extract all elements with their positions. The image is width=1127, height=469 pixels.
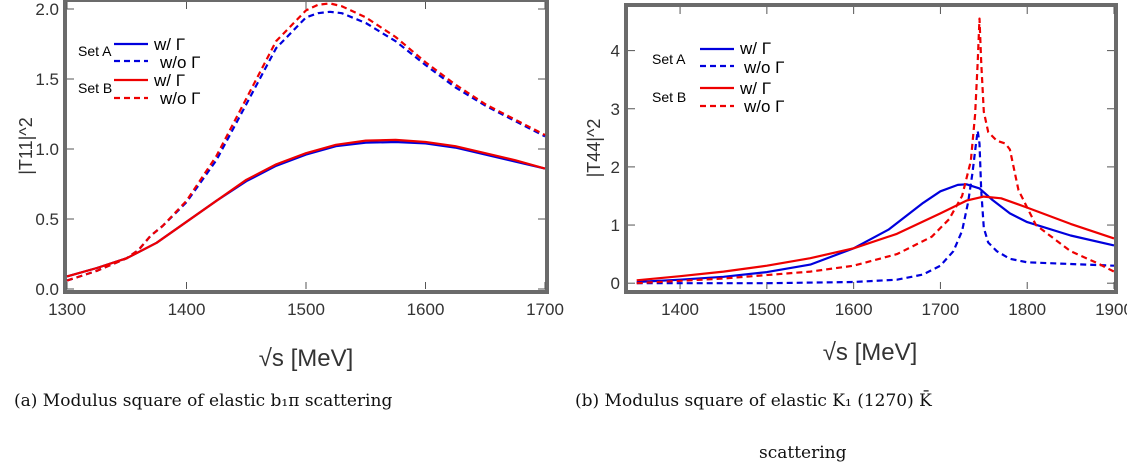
- y-tick-label: 3: [611, 100, 620, 119]
- legend-b-set-a-entry-2: w/o Γ: [743, 58, 785, 77]
- legend-b-set-b-label: Set B: [652, 89, 686, 105]
- y-tick-label: 1.5: [35, 70, 59, 89]
- legend-a-set-a-label: Set A: [78, 43, 112, 59]
- y-tick-label: 0.5: [35, 210, 59, 229]
- legend-a-set-a-entry-1: w/ Γ: [153, 35, 185, 54]
- panel-b-frame: [624, 3, 1118, 294]
- y-tick-label: 2: [611, 158, 620, 177]
- series-line-a-1: [66, 10, 546, 282]
- x-tick-label: 1300: [48, 300, 86, 319]
- panel-a-legend: Set A w/ Γ w/o Γ Set B w/ Γ w/o Γ: [78, 35, 201, 108]
- x-tick-label: 1700: [922, 300, 960, 319]
- series-line-b-0: [636, 183, 1115, 284]
- legend-a-set-b-label: Set B: [78, 80, 112, 96]
- panel-b-series: [636, 17, 1115, 285]
- x-tick-label: 1400: [661, 300, 699, 319]
- x-tick-label: 1600: [407, 300, 445, 319]
- caption-b-continued: scattering: [759, 443, 847, 463]
- y-tick-label: 2.0: [35, 0, 59, 19]
- panel-a-y-ticks: 0.0 0.5 1.0 1.5 2.0: [35, 0, 545, 299]
- legend-b-set-a-entry-1: w/ Γ: [739, 39, 771, 58]
- panel-a-frame: [63, 0, 549, 294]
- y-tick-label: 1: [611, 216, 620, 235]
- x-tick-label: 1500: [748, 300, 786, 319]
- panel-a-series: [66, 2, 546, 282]
- caption-b: (b) Modulus square of elastic K₁ (1270) …: [575, 391, 932, 411]
- x-tick-label: 1800: [1008, 300, 1046, 319]
- legend-b-set-b-entry-2: w/o Γ: [743, 97, 785, 116]
- x-tick-label: 1700: [526, 300, 564, 319]
- panel-a-chart: 0.0 0.5 1.0 1.5 2.0 1300 1400 1500 1600 1700 Set…: [16, 0, 564, 372]
- caption-a: (a) Modulus square of elastic b₁π scatte…: [14, 391, 393, 411]
- series-line-b-3: [636, 17, 1115, 285]
- legend-b-set-a-label: Set A: [652, 51, 686, 67]
- legend-a-set-b-entry-2: w/o Γ: [159, 89, 201, 108]
- legend-a-set-a-entry-2: w/o Γ: [159, 53, 201, 72]
- panel-b-y-ticks: 0 1 2 3 4: [611, 42, 1114, 293]
- x-tick-label: 1500: [287, 300, 325, 319]
- panel-b-y-axis-label: |T44|^2: [584, 119, 604, 178]
- y-tick-label: 1.0: [35, 140, 59, 159]
- legend-b-set-b-entry-1: w/ Γ: [739, 79, 771, 98]
- panel-b-chart: 0 1 2 3 4 1400 1500 1600 1700 1800 1900 Set A w/ …: [584, 3, 1127, 366]
- panel-b-legend: Set A w/ Γ w/o Γ Set B w/ Γ w/o Γ: [652, 39, 785, 116]
- series-line-a-3: [66, 2, 546, 282]
- x-tick-label: 1600: [835, 300, 873, 319]
- x-tick-label: 1900: [1095, 300, 1127, 319]
- panel-a-x-ticks: 1300 1400 1500 1600 1700: [48, 2, 564, 319]
- series-line-a-0: [66, 140, 546, 278]
- panel-b-x-axis-label: √s [MeV]: [823, 339, 918, 366]
- series-line-b-2: [636, 195, 1115, 282]
- x-tick-label: 1400: [168, 300, 206, 319]
- panel-a-y-axis-label: |T11|^2: [16, 117, 36, 175]
- y-tick-label: 0.0: [35, 280, 59, 299]
- series-line-a-2: [66, 138, 546, 278]
- legend-a-set-b-entry-1: w/ Γ: [153, 71, 185, 90]
- y-tick-label: 4: [611, 42, 620, 61]
- series-line-b-1: [636, 129, 1115, 285]
- y-tick-label: 0: [611, 274, 620, 293]
- panel-a-x-axis-label: √s [MeV]: [259, 345, 354, 372]
- panel-b-x-ticks: 1400 1500 1600 1700 1800 1900: [661, 7, 1127, 319]
